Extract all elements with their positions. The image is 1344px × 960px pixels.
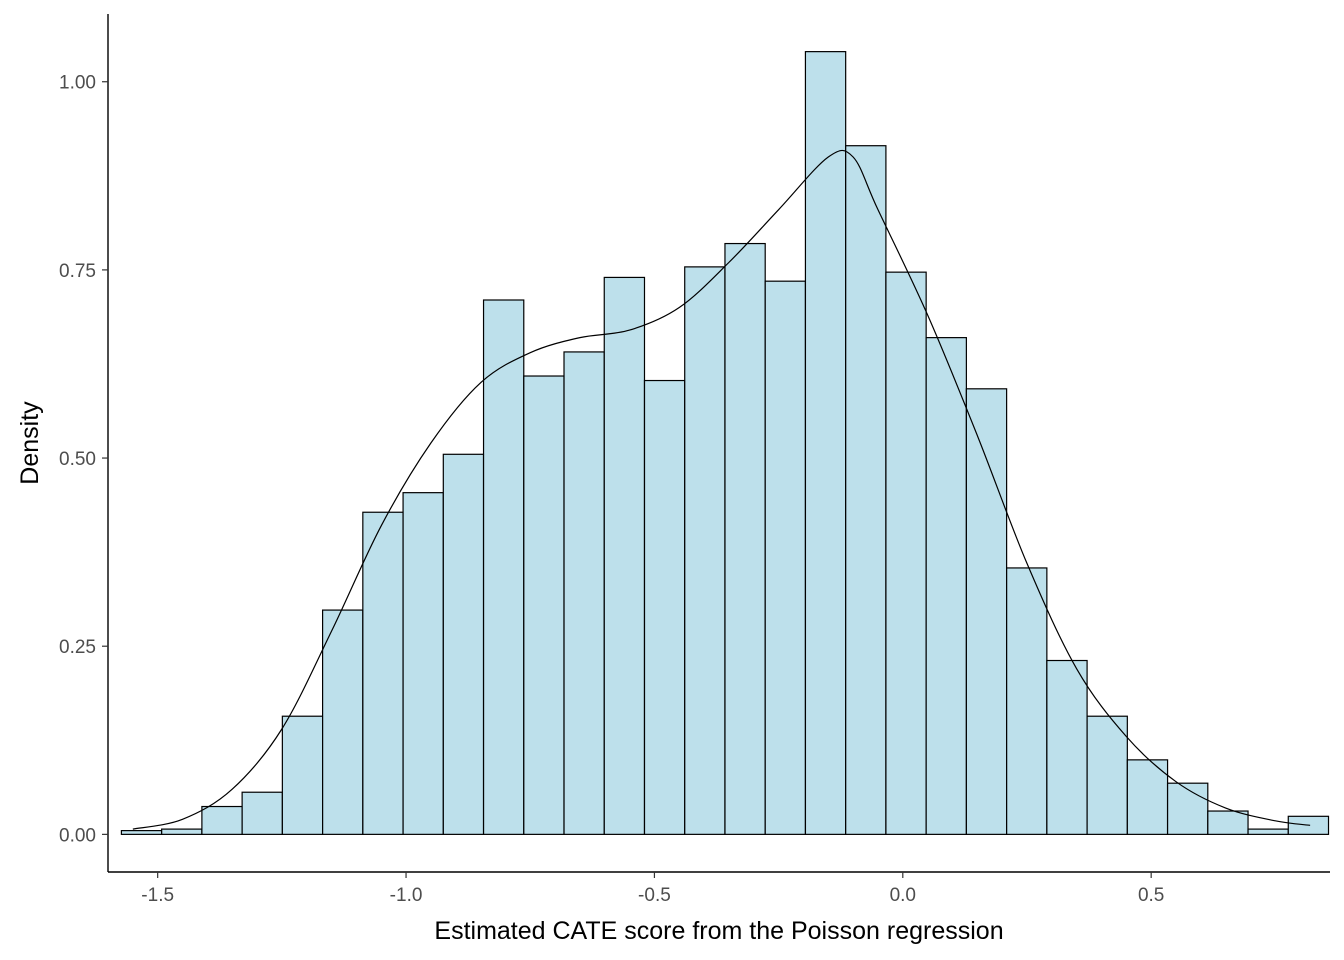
histogram-bar bbox=[482, 299, 525, 835]
x-tick-label: -1.5 bbox=[141, 885, 174, 906]
histogram-bar bbox=[925, 337, 967, 835]
x-tick-label: -0.5 bbox=[638, 885, 671, 906]
histogram-bar bbox=[1086, 715, 1128, 835]
histogram-bar bbox=[1006, 567, 1048, 835]
histogram-bar bbox=[523, 375, 565, 835]
y-axis-title: Density bbox=[16, 401, 44, 485]
histogram-bar bbox=[684, 266, 726, 835]
y-tick-label: 1.00 bbox=[59, 73, 96, 94]
histogram-bar bbox=[442, 453, 485, 835]
histogram-bar bbox=[1126, 759, 1169, 835]
histogram-bar bbox=[845, 145, 887, 835]
histogram-bar bbox=[885, 271, 927, 835]
x-axis: -1.5 -1.0 -0.5 0.0 0.5 bbox=[108, 871, 1330, 906]
histogram-bar bbox=[402, 492, 444, 835]
y-tick-label: 0.00 bbox=[59, 825, 96, 846]
histogram-bar bbox=[724, 242, 766, 835]
histogram-bar bbox=[201, 805, 243, 835]
histogram-bar bbox=[281, 715, 324, 835]
histogram-bar bbox=[764, 280, 807, 835]
histogram-bar bbox=[603, 276, 646, 835]
histogram-bar bbox=[161, 828, 203, 835]
histogram-bar bbox=[241, 791, 283, 835]
histogram-bar bbox=[643, 379, 686, 835]
histogram-bar bbox=[1046, 659, 1088, 835]
histogram-bar bbox=[1166, 782, 1209, 835]
histogram-bar bbox=[804, 51, 847, 835]
y-tick-label: 0.25 bbox=[59, 637, 96, 658]
y-tick-label: 0.75 bbox=[59, 261, 96, 282]
histogram-bar bbox=[563, 351, 605, 835]
x-tick-label: -1.0 bbox=[390, 885, 423, 906]
histogram-bar bbox=[362, 511, 404, 835]
x-tick-label: 0.0 bbox=[890, 885, 916, 906]
y-axis: 0.00 0.25 0.50 0.75 1.00 bbox=[59, 14, 109, 872]
density-curve bbox=[132, 149, 1311, 830]
x-axis-title: Estimated CATE score from the Poisson re… bbox=[434, 917, 1003, 945]
histogram-bar bbox=[120, 830, 163, 835]
histogram-bars bbox=[120, 51, 1330, 835]
y-tick-label: 0.50 bbox=[59, 449, 96, 470]
histogram-bar bbox=[322, 609, 364, 835]
x-tick-label: 0.5 bbox=[1138, 885, 1164, 906]
histogram-bar bbox=[1247, 828, 1289, 835]
histogram-bar bbox=[965, 388, 1008, 835]
histogram-bar bbox=[1207, 810, 1249, 835]
